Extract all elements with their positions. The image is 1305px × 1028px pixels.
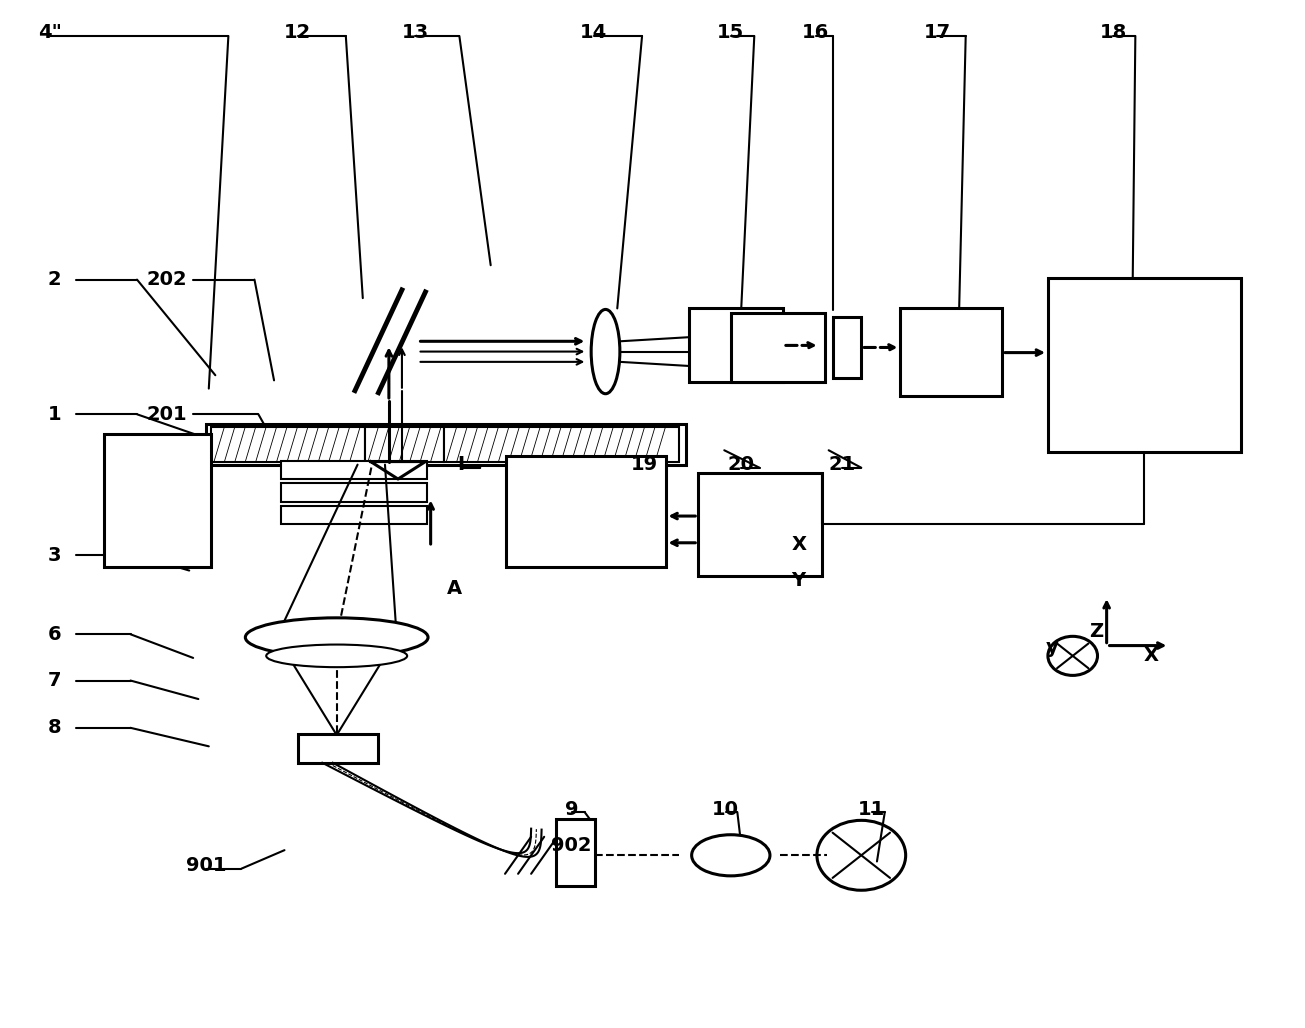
Ellipse shape <box>591 309 620 394</box>
Text: 902: 902 <box>551 836 592 854</box>
Bar <box>281 506 427 524</box>
Bar <box>298 734 378 763</box>
Text: 11: 11 <box>859 800 885 818</box>
Bar <box>1048 278 1241 452</box>
Text: 17: 17 <box>924 24 950 42</box>
Text: 13: 13 <box>402 24 428 42</box>
Text: 1: 1 <box>48 405 61 424</box>
Bar <box>731 313 825 382</box>
Text: A: A <box>446 579 462 597</box>
Bar <box>104 434 211 567</box>
Text: 201: 201 <box>146 405 188 424</box>
Text: 15: 15 <box>718 24 744 42</box>
Text: y: y <box>1045 638 1058 657</box>
Bar <box>206 424 686 465</box>
Ellipse shape <box>245 618 428 657</box>
Bar <box>900 308 1002 396</box>
Bar <box>689 308 783 382</box>
Bar <box>281 483 427 502</box>
Text: 9: 9 <box>565 800 578 818</box>
Bar <box>211 427 365 462</box>
Text: 10: 10 <box>713 800 739 818</box>
Text: 21: 21 <box>829 455 855 474</box>
Text: X: X <box>1143 647 1159 665</box>
Text: 12: 12 <box>284 24 311 42</box>
Text: 20: 20 <box>728 455 754 474</box>
Text: 14: 14 <box>581 24 607 42</box>
Bar <box>556 819 595 886</box>
Text: 4": 4" <box>38 24 61 42</box>
Text: 202: 202 <box>146 270 188 289</box>
Text: 19: 19 <box>632 455 658 474</box>
Ellipse shape <box>692 835 770 876</box>
Text: Y: Y <box>792 572 805 590</box>
Text: I: I <box>457 455 465 474</box>
Bar <box>506 456 666 567</box>
Bar <box>444 427 679 462</box>
Text: Z: Z <box>1090 622 1103 640</box>
Text: 6: 6 <box>48 625 61 644</box>
Text: 901: 901 <box>185 856 227 875</box>
Ellipse shape <box>266 645 407 667</box>
Text: X: X <box>791 536 806 554</box>
Text: 7: 7 <box>48 671 61 690</box>
Bar <box>698 473 822 576</box>
Bar <box>833 317 861 378</box>
Bar <box>281 461 427 479</box>
Text: 18: 18 <box>1100 24 1126 42</box>
Text: 3: 3 <box>48 546 61 564</box>
Bar <box>365 427 444 462</box>
Text: 16: 16 <box>803 24 829 42</box>
Text: 2: 2 <box>48 270 61 289</box>
Text: 8: 8 <box>48 719 61 737</box>
